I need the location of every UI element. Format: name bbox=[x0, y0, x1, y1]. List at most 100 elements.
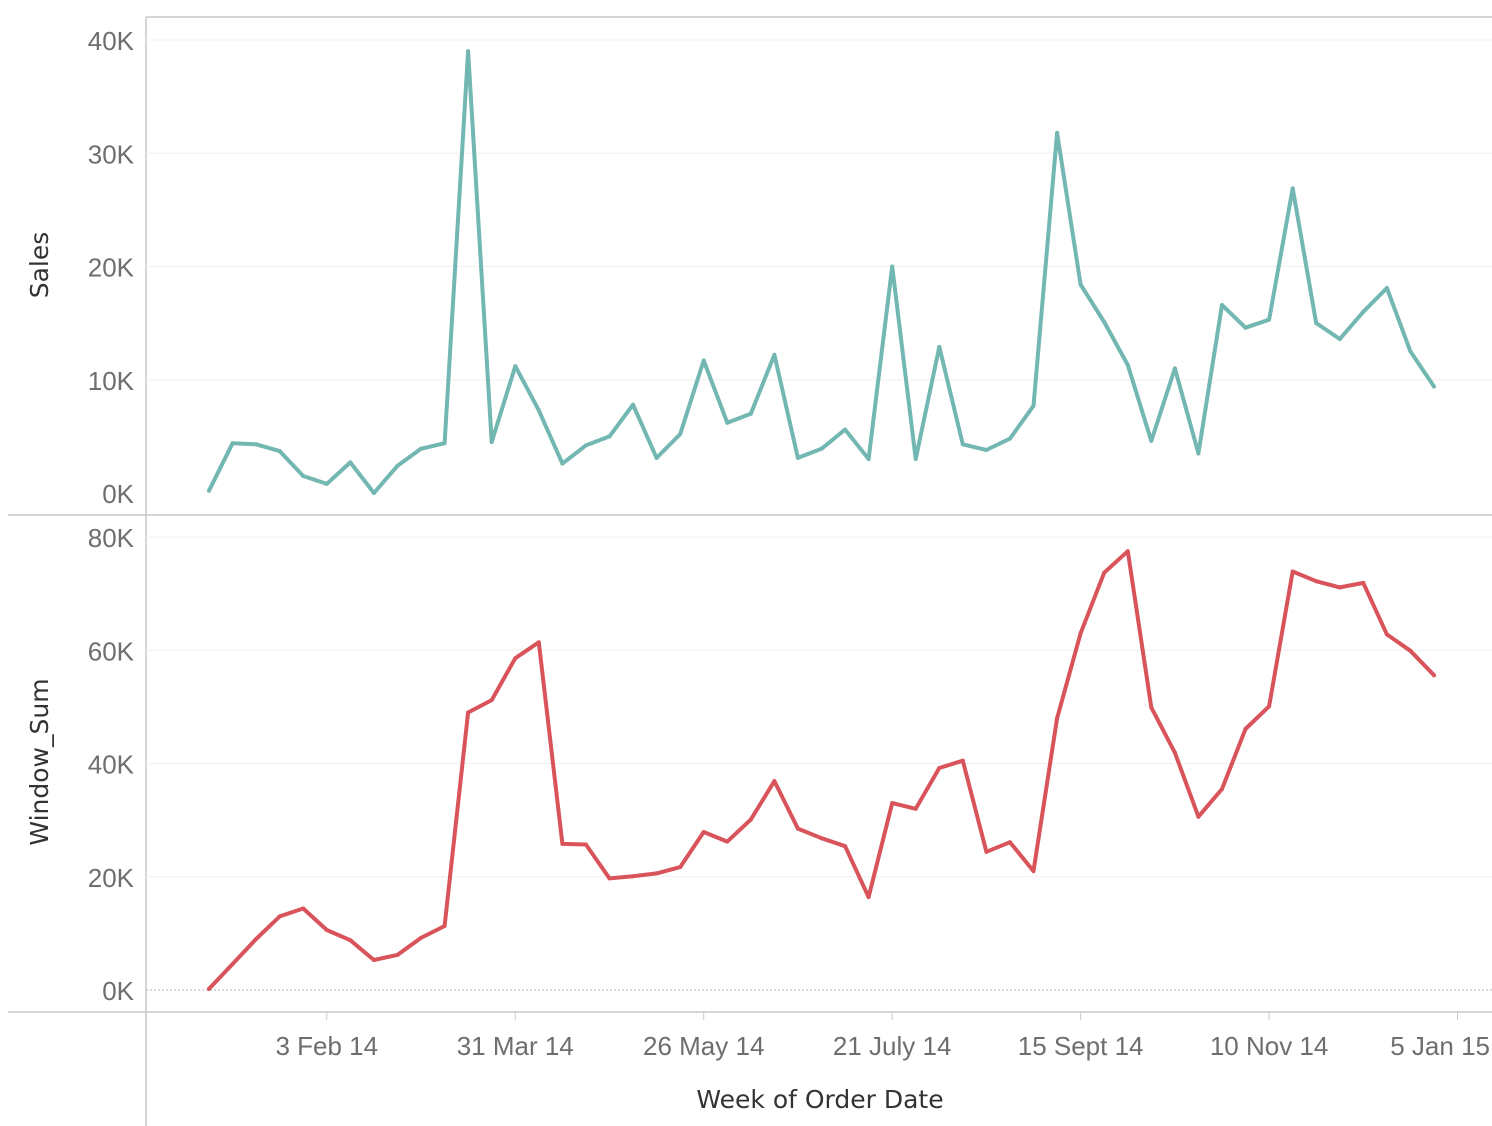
data-point bbox=[1102, 570, 1107, 575]
data-point bbox=[819, 446, 824, 451]
data-point bbox=[207, 986, 211, 991]
x-tick-label: 26 May 14 bbox=[643, 1031, 764, 1061]
data-point bbox=[607, 876, 612, 881]
data-point bbox=[772, 779, 777, 784]
data-point bbox=[301, 474, 306, 478]
data-point bbox=[1408, 648, 1413, 653]
window-sum-series-line bbox=[207, 549, 1436, 991]
x-axis-title: Week of Order Date bbox=[696, 1085, 943, 1114]
data-point bbox=[866, 895, 871, 900]
data-point bbox=[748, 817, 753, 822]
data-point bbox=[960, 758, 965, 763]
data-point bbox=[324, 928, 329, 932]
x-axis-ticks: 3 Feb 14 31 Mar 14 26 May 14 21 July 14 15 S… bbox=[275, 1012, 1490, 1061]
data-point bbox=[1290, 186, 1295, 191]
data-point bbox=[277, 449, 282, 454]
window-sum-axis-title: Window_Sum bbox=[25, 678, 54, 845]
sales-axis-title: Sales bbox=[25, 232, 54, 299]
x-tick-label: 31 Mar 14 bbox=[457, 1031, 574, 1061]
x-tick-label: 5 Jan 15 bbox=[1390, 1031, 1490, 1061]
data-point bbox=[913, 806, 918, 811]
data-point bbox=[866, 457, 871, 461]
data-point bbox=[795, 826, 800, 831]
data-point bbox=[371, 958, 376, 962]
data-point bbox=[819, 836, 824, 841]
data-point bbox=[960, 442, 965, 447]
data-point bbox=[1267, 704, 1272, 709]
data-point bbox=[466, 49, 471, 54]
data-point bbox=[207, 488, 211, 493]
data-point bbox=[1149, 438, 1154, 443]
data-point bbox=[1220, 303, 1224, 307]
data-point bbox=[725, 420, 730, 425]
data-point bbox=[1102, 320, 1107, 324]
data-point bbox=[277, 914, 282, 919]
window-sum-panel: 0K 20K 40K 60K 80K bbox=[88, 523, 1492, 1006]
data-point bbox=[913, 457, 918, 461]
data-point bbox=[489, 440, 494, 444]
data-point bbox=[583, 443, 588, 448]
data-point bbox=[1384, 632, 1389, 637]
data-point bbox=[1125, 363, 1130, 367]
y-tick-label: 60K bbox=[88, 636, 135, 666]
data-point bbox=[1172, 750, 1177, 755]
data-point bbox=[1220, 787, 1224, 791]
data-point bbox=[1008, 436, 1012, 441]
x-tick-label: 3 Feb 14 bbox=[275, 1031, 378, 1061]
data-point bbox=[254, 937, 259, 941]
data-point bbox=[1078, 282, 1083, 287]
y-tick-label: 10K bbox=[88, 366, 135, 396]
data-point bbox=[678, 865, 683, 870]
data-point bbox=[442, 441, 447, 446]
data-point bbox=[324, 481, 329, 486]
data-point bbox=[419, 935, 423, 940]
data-point bbox=[984, 849, 989, 854]
data-point bbox=[536, 408, 541, 413]
data-point bbox=[1314, 321, 1319, 326]
data-point bbox=[513, 656, 518, 661]
data-point bbox=[748, 411, 753, 416]
data-point bbox=[725, 839, 730, 844]
data-point bbox=[230, 962, 235, 966]
data-point bbox=[560, 461, 565, 466]
data-point bbox=[937, 766, 942, 770]
data-point bbox=[1408, 349, 1413, 354]
data-point bbox=[701, 358, 706, 363]
data-point bbox=[1337, 337, 1342, 341]
data-point bbox=[583, 842, 588, 847]
data-point bbox=[654, 871, 659, 876]
data-point bbox=[1337, 585, 1342, 590]
data-point bbox=[1361, 309, 1366, 314]
data-point bbox=[513, 364, 518, 369]
data-point bbox=[631, 874, 635, 879]
data-point bbox=[890, 264, 895, 269]
y-tick-label: 80K bbox=[88, 523, 135, 553]
data-point bbox=[678, 432, 683, 437]
data-point bbox=[1314, 579, 1319, 584]
data-point bbox=[984, 448, 989, 452]
data-point bbox=[348, 460, 353, 465]
data-point bbox=[1267, 317, 1272, 322]
data-point bbox=[1384, 286, 1389, 290]
data-point bbox=[1196, 814, 1201, 819]
data-point bbox=[489, 698, 494, 703]
data-point bbox=[1172, 366, 1177, 371]
data-point bbox=[1243, 727, 1248, 731]
y-tick-label: 30K bbox=[88, 139, 135, 169]
x-tick-label: 10 Nov 14 bbox=[1210, 1031, 1329, 1061]
data-point bbox=[1055, 130, 1060, 135]
data-point bbox=[631, 402, 635, 407]
data-point bbox=[230, 441, 235, 446]
data-point bbox=[348, 938, 353, 943]
data-point bbox=[1196, 451, 1201, 456]
data-point bbox=[1055, 716, 1060, 721]
data-point bbox=[1149, 705, 1154, 710]
data-point bbox=[1243, 325, 1248, 330]
data-point bbox=[371, 491, 376, 495]
data-point bbox=[937, 344, 942, 349]
data-point bbox=[1031, 869, 1036, 874]
data-point bbox=[890, 801, 895, 806]
data-point bbox=[795, 455, 800, 460]
data-point bbox=[772, 352, 777, 357]
data-point bbox=[1290, 569, 1295, 574]
